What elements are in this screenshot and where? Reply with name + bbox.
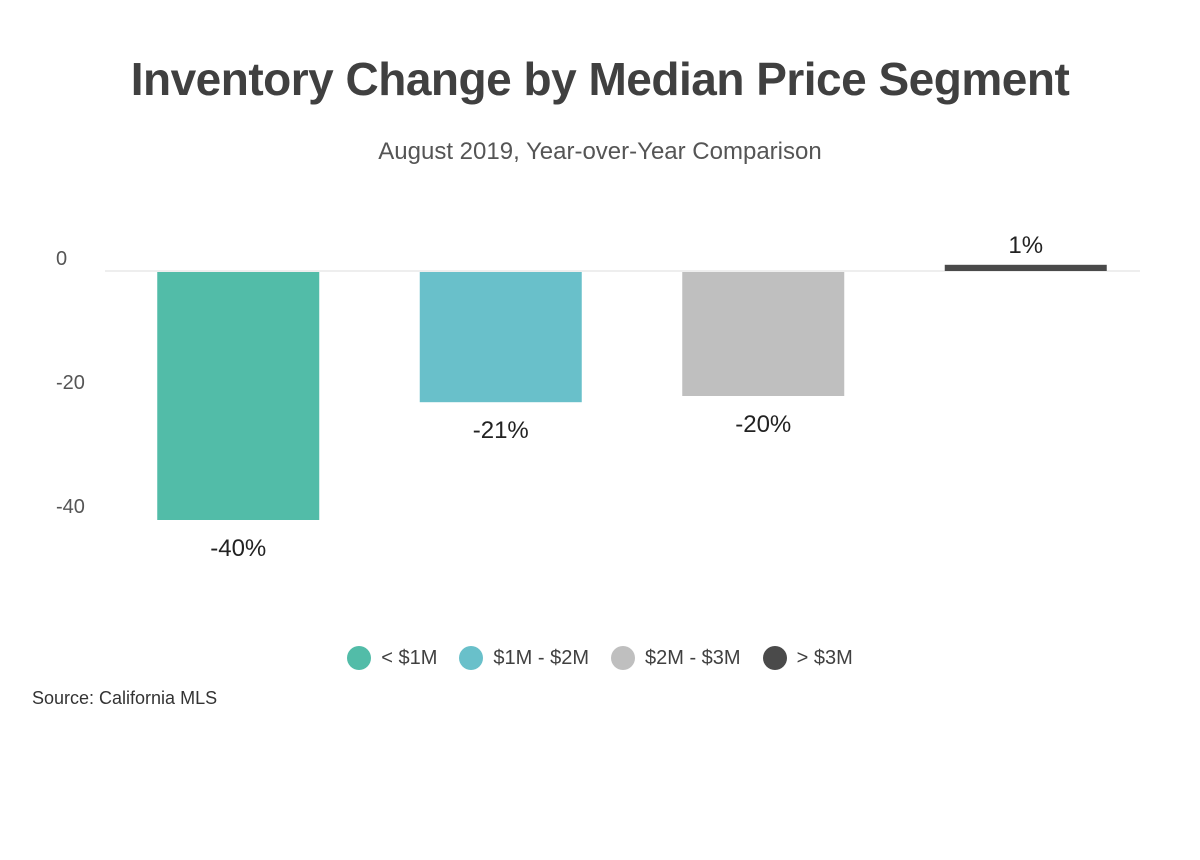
y-axis: 0 -20 -40 [56,248,85,518]
bar-4 [944,264,1107,271]
legend-swatch [762,646,787,670]
y-tick-label: -40 [56,496,85,518]
source-note: Source: California MLS [32,688,218,708]
y-tick-label: -20 [56,372,85,394]
legend-item: $2M - $3M [611,646,741,670]
legend-item: < $1M [347,646,437,670]
legend-item: $1M - $2M [459,646,589,670]
bars [157,264,1107,520]
legend-label: > $3M [796,646,853,669]
bar-2 [419,272,582,403]
legend-label: $1M - $2M [493,646,589,669]
data-label: -21% [473,417,529,444]
data-labels: -40% -21% -20% 1% [210,232,1043,562]
chart-subtitle: August 2019, Year-over-Year Comparison [378,138,822,165]
data-label: 1% [1008,232,1043,259]
data-label: -20% [735,411,791,438]
legend-label: < $1M [381,646,438,669]
legend: < $1M $1M - $2M $2M - $3M > $3M [0,646,1200,670]
legend-swatch [611,646,635,670]
bar-3 [682,272,845,396]
legend-label: $2M - $3M [645,646,741,669]
chart-title: Inventory Change by Median Price Segment [130,53,1070,105]
data-label: -40% [210,535,266,562]
bar-1 [157,272,320,520]
legend-swatch [347,646,372,670]
y-tick-label: 0 [56,248,67,270]
legend-swatch [459,646,484,670]
chart-plot-area: 0 -20 -40 -40% -21% -20% 1% [56,232,1140,562]
legend-item: > $3M [762,646,853,670]
